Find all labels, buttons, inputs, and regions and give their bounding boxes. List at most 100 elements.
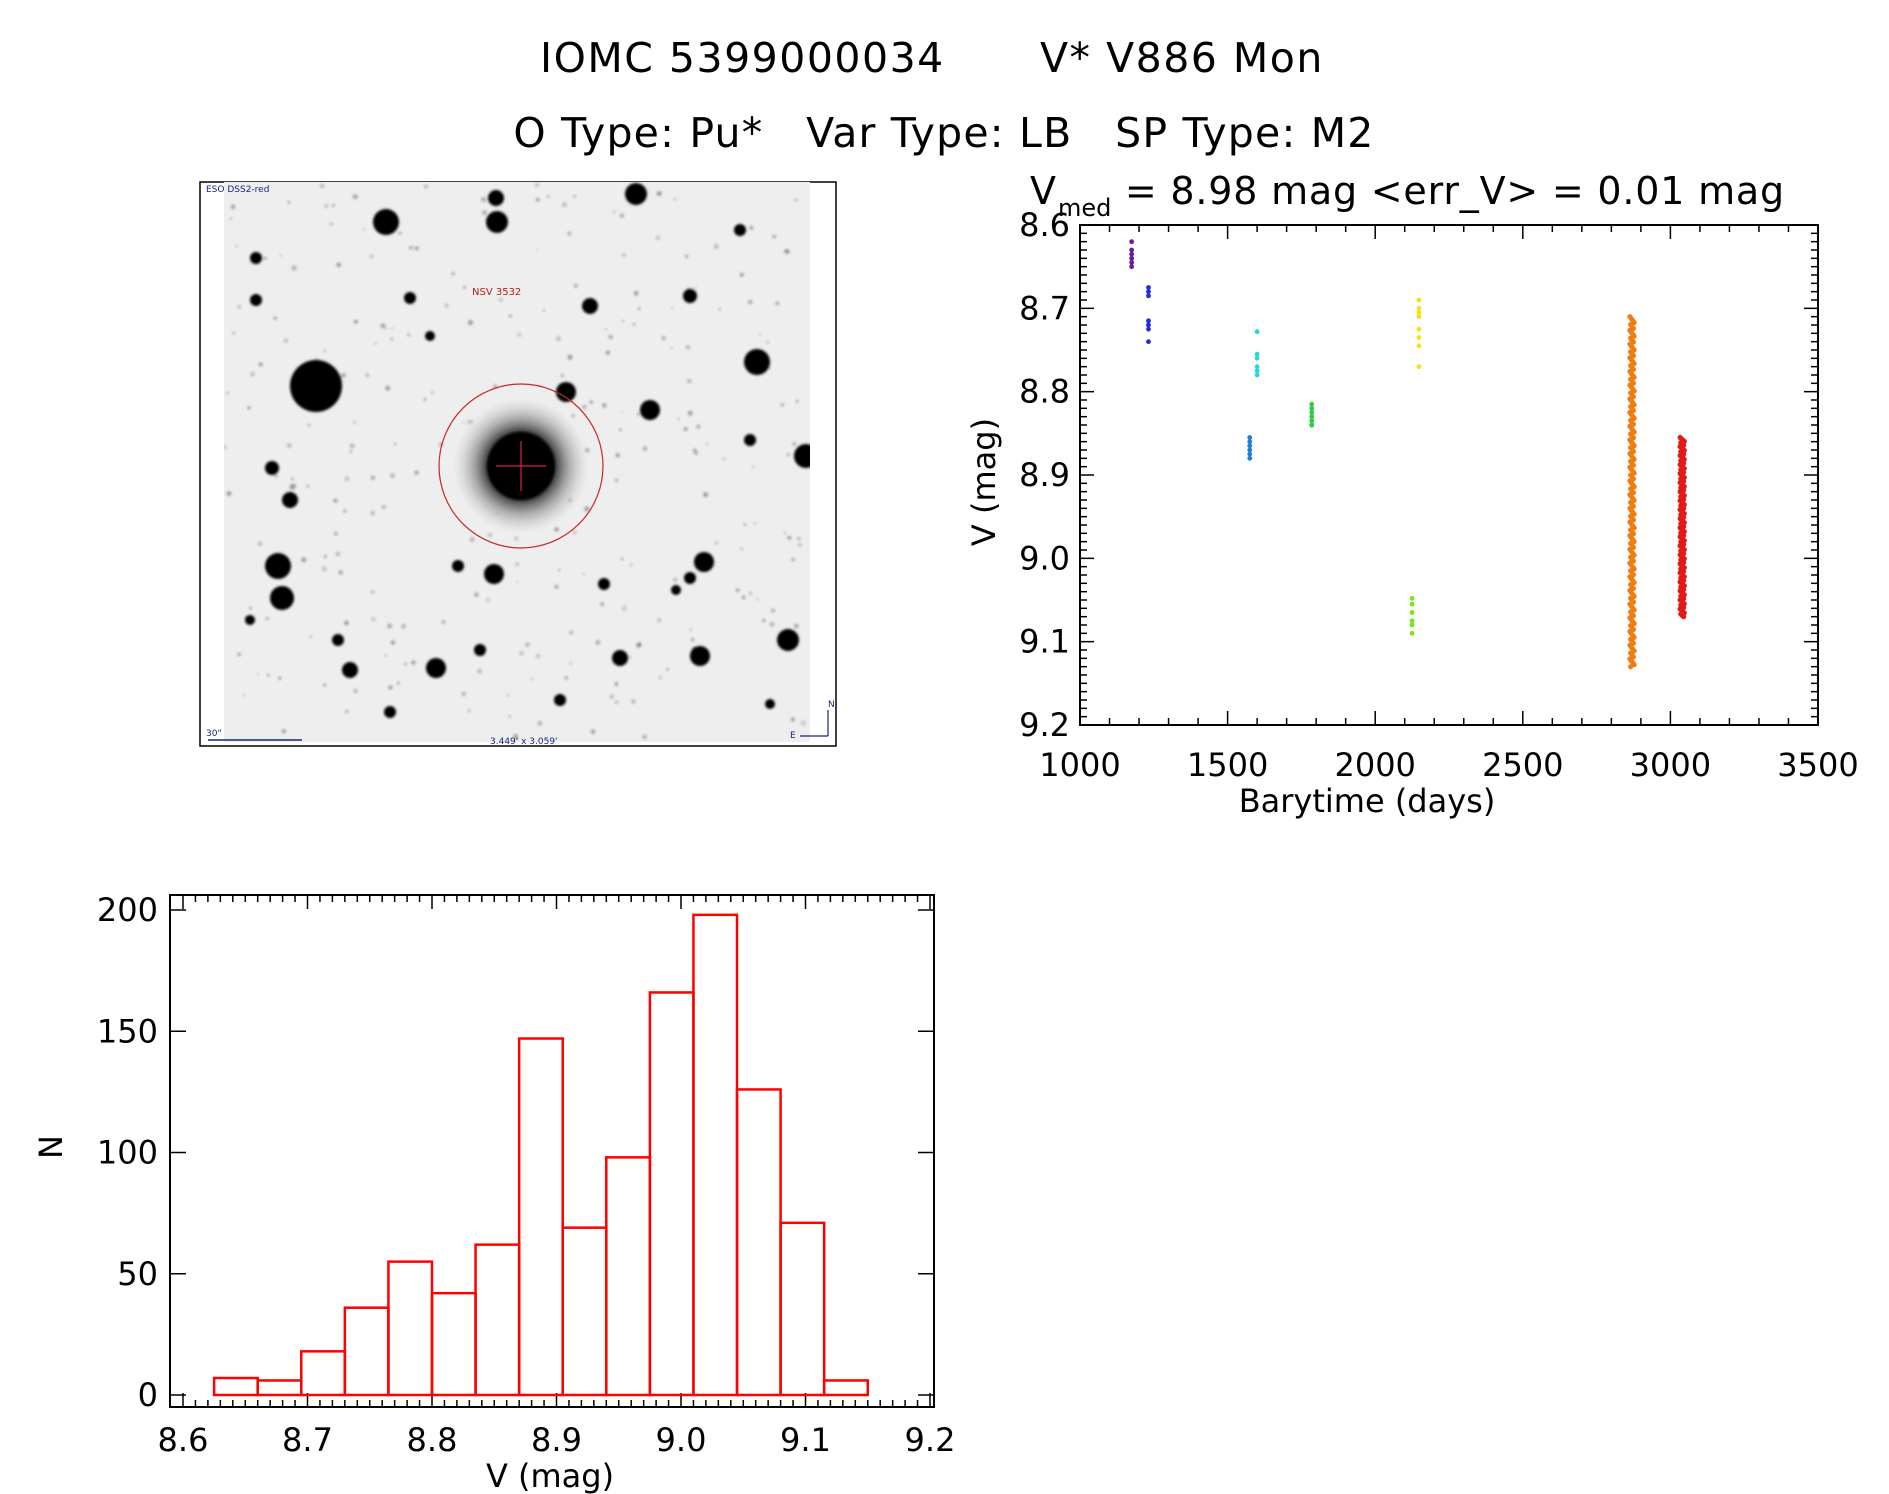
finder-scale-label: 30"	[206, 729, 222, 739]
faint-star	[658, 675, 663, 680]
faint-star	[323, 349, 327, 352]
star	[290, 360, 342, 412]
faint-star	[283, 338, 289, 344]
faint-star	[474, 592, 479, 598]
faint-star	[237, 652, 241, 657]
finder-survey-label: ESO DSS2-red	[206, 185, 269, 195]
faint-star	[369, 254, 374, 259]
faint-star	[637, 307, 641, 311]
faint-star	[352, 194, 358, 200]
lc-point	[1409, 610, 1415, 615]
lc-y-tick-label: 9.1	[1019, 623, 1070, 661]
faint-star	[467, 709, 471, 713]
faint-star	[536, 249, 539, 252]
faint-star	[801, 720, 807, 726]
lc-point	[1254, 372, 1260, 378]
faint-star	[768, 366, 771, 370]
faint-star	[263, 256, 267, 260]
faint-star	[573, 283, 578, 288]
faint-star	[642, 734, 647, 740]
hist-x-tick-label: 8.6	[158, 1421, 209, 1459]
faint-star	[555, 336, 561, 342]
faint-star	[754, 522, 757, 525]
faint-star	[390, 640, 396, 645]
lc-point	[1247, 443, 1253, 449]
faint-star	[274, 474, 278, 478]
faint-star	[320, 183, 325, 189]
faint-star	[582, 572, 585, 575]
faint-star	[266, 673, 270, 677]
faint-star	[287, 443, 292, 448]
faint-star	[330, 222, 333, 226]
faint-star	[343, 509, 347, 513]
faint-star	[569, 630, 574, 635]
faint-star	[615, 683, 619, 687]
faint-star	[573, 194, 577, 198]
faint-star	[655, 235, 660, 240]
faint-star	[381, 505, 386, 509]
faint-star	[391, 327, 394, 330]
faint-star	[631, 699, 636, 704]
faint-star	[498, 297, 504, 303]
faint-star	[371, 590, 375, 594]
faint-star	[572, 530, 577, 535]
hist-bar	[430, 1291, 477, 1397]
faint-star	[414, 246, 419, 251]
faint-star	[258, 362, 263, 367]
lc-point	[1416, 310, 1422, 315]
lc-x-tick-label: 3500	[1777, 746, 1858, 784]
lc-title-prefix: V	[1030, 169, 1056, 213]
faint-star	[628, 655, 632, 659]
lc-point	[1409, 622, 1415, 628]
faint-star	[250, 371, 255, 377]
hist-bar	[779, 1221, 826, 1397]
faint-star	[525, 642, 530, 647]
faint-star	[670, 346, 673, 349]
star	[734, 224, 746, 236]
hist-axes-frame	[169, 894, 935, 1408]
hist-y-tick-label: 100	[97, 1134, 158, 1172]
lc-point	[1309, 410, 1315, 415]
faint-star	[741, 595, 746, 600]
faint-star	[766, 340, 770, 344]
star	[488, 190, 504, 206]
faint-star	[290, 477, 294, 481]
faint-star	[237, 305, 241, 309]
star	[690, 646, 710, 666]
star	[270, 586, 294, 610]
hist-y-tick-label: 200	[97, 891, 158, 929]
faint-star	[569, 662, 573, 666]
faint-star	[756, 598, 759, 601]
faint-star	[306, 484, 310, 488]
faint-star	[344, 476, 350, 482]
star	[554, 694, 566, 706]
lc-point	[1309, 414, 1315, 420]
compass-icon: N E	[790, 700, 835, 741]
hist-bar	[561, 1226, 608, 1397]
star	[245, 615, 255, 625]
lc-x-tick-label: 2500	[1482, 746, 1563, 784]
faint-star	[336, 262, 342, 268]
star	[426, 658, 446, 678]
hist-y-tick-label: 150	[97, 1012, 158, 1050]
faint-star	[477, 668, 482, 674]
lc-point	[1628, 664, 1634, 670]
lc-point	[1309, 405, 1315, 411]
faint-star	[278, 676, 282, 680]
faint-star	[514, 536, 519, 541]
faint-star	[687, 410, 693, 416]
star	[744, 349, 770, 375]
lc-point	[1416, 326, 1422, 332]
faint-star	[309, 635, 313, 638]
finder-fov-label: 3.449' x 3.059'	[490, 737, 558, 747]
faint-star	[235, 244, 238, 248]
faint-star	[487, 532, 493, 537]
faint-star	[242, 694, 246, 697]
faint-star	[273, 316, 277, 320]
faint-star	[605, 350, 610, 355]
faint-star	[621, 253, 626, 257]
faint-star	[608, 334, 613, 340]
faint-star	[513, 734, 519, 740]
faint-star	[656, 191, 662, 196]
lc-point	[1416, 364, 1422, 370]
